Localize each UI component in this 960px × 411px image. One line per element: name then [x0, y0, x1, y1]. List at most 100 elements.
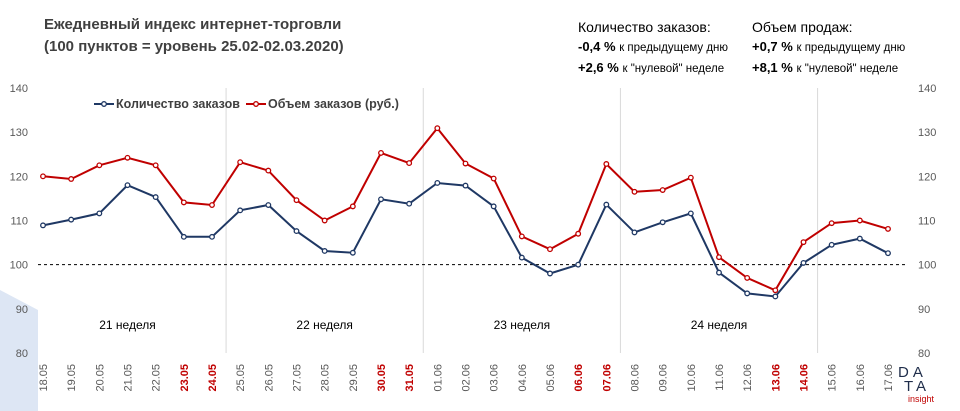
x-tick-label: 14.06	[799, 364, 811, 392]
data-point	[265, 202, 272, 208]
x-tick-label: 17.06	[883, 364, 895, 392]
x-tick-label: 27.05	[292, 364, 304, 392]
x-tick-label: 25.05	[235, 364, 247, 392]
y-tick-label-left: 140	[10, 83, 28, 95]
x-tick-label: 16.06	[855, 364, 867, 392]
data-point	[378, 196, 384, 203]
data-point	[575, 230, 582, 237]
data-point	[716, 269, 722, 276]
data-point	[490, 175, 497, 182]
x-tick-label: 26.05	[263, 364, 275, 392]
data-point	[772, 287, 779, 294]
orders-stat-value: +2,6 %	[578, 60, 619, 75]
y-tick-label-right: 100	[918, 260, 936, 272]
y-tick-label-left: 120	[10, 171, 28, 183]
week-label: 24 неделя	[691, 318, 748, 332]
corner-decoration	[0, 290, 38, 411]
data-point	[68, 176, 75, 182]
orders-stat-suffix: к "нулевой" неделе	[622, 63, 725, 75]
data-point	[885, 250, 891, 257]
x-tick-label: 28.05	[320, 364, 332, 392]
legend-swatch-marker	[101, 101, 107, 107]
x-tick-label: 23.05	[179, 364, 191, 392]
x-tick-label: 19.05	[66, 364, 78, 392]
x-tick-label: 04.06	[517, 364, 529, 392]
legend-entry: Объем заказов (руб.)	[268, 97, 399, 111]
data-point	[462, 160, 469, 167]
data-point	[800, 239, 807, 246]
y-tick-label-left: 90	[16, 304, 28, 316]
y-tick-label-right: 140	[918, 83, 936, 95]
data-point	[406, 160, 413, 167]
x-tick-label: 02.06	[461, 364, 473, 392]
legend: Количество заказов Объем заказов (руб.)	[94, 97, 399, 111]
week-separators	[38, 88, 908, 353]
x-tick-label: 18.05	[38, 364, 50, 392]
data-insight-logo: DA TA insight	[898, 365, 935, 404]
x-tick-label: 03.06	[489, 364, 501, 392]
data-point	[180, 199, 187, 206]
x-tick-label: 05.06	[545, 364, 557, 392]
y-tick-label-left: 100	[10, 260, 28, 272]
data-point	[152, 162, 159, 169]
data-point	[547, 246, 553, 253]
series-line	[42, 181, 889, 298]
data-point	[659, 219, 666, 226]
x-tick-label: 29.05	[348, 364, 360, 392]
data-point	[856, 235, 863, 242]
sales-stat-suffix: к предыдущему дню	[796, 42, 906, 54]
data-point	[800, 259, 807, 266]
data-point	[378, 149, 384, 156]
chart-title-line1: Ежедневный индекс интернет-торговли	[44, 16, 342, 33]
data-point	[293, 197, 300, 204]
sales-stat-value: +0,7 %	[752, 39, 793, 54]
series-orders	[40, 180, 891, 300]
data-point	[772, 293, 779, 300]
x-tick-label: 21.05	[123, 364, 135, 392]
data-point	[885, 225, 891, 232]
data-point	[96, 210, 103, 217]
x-tick-label: 12.06	[742, 364, 754, 392]
x-tick-label: 10.06	[686, 364, 698, 392]
sales-stats: Объем продаж: +0,7 % к предыдущему дню +…	[752, 18, 905, 79]
x-axis-ticks: 18.05 19.05 20.05 21.05 22.05 23.05 24.05 25.05…	[38, 364, 895, 392]
x-tick-label: 13.06	[770, 364, 782, 392]
data-point	[856, 217, 863, 224]
orders-stats-row: -0,4 % к предыдущему дню	[578, 37, 728, 58]
chart-title: Ежедневный индекс интернет-торговли (100…	[44, 14, 344, 58]
data-point	[124, 154, 131, 161]
y-tick-label-left: 80	[16, 348, 28, 360]
y-tick-label-left: 110	[10, 216, 28, 228]
data-point	[406, 200, 413, 207]
x-tick-label: 24.05	[207, 364, 219, 392]
logo-line3: insight	[908, 394, 935, 404]
data-point	[575, 261, 582, 268]
orders-stats: Количество заказов: -0,4 % к предыдущему…	[578, 18, 728, 79]
data-point	[828, 241, 835, 248]
x-tick-label: 06.06	[573, 364, 585, 392]
week-labels: 21 неделя 22 неделя 23 неделя 24 неделя	[99, 318, 747, 332]
data-point	[68, 216, 75, 223]
data-series	[40, 125, 891, 300]
legend-swatch-marker	[253, 101, 259, 107]
x-tick-label: 09.06	[658, 364, 670, 392]
data-point	[687, 174, 694, 181]
data-point	[265, 167, 272, 174]
orders-stats-heading: Количество заказов:	[578, 19, 711, 35]
sales-stats-row: +8,1 % к "нулевой" неделе	[752, 58, 905, 79]
orders-stat-suffix: к предыдущему дню	[619, 42, 729, 54]
data-point	[434, 125, 441, 132]
orders-stats-row: +2,6 % к "нулевой" неделе	[578, 58, 728, 79]
week-label: 23 неделя	[494, 318, 551, 332]
data-point	[124, 182, 131, 189]
data-point	[659, 187, 666, 193]
week-label: 21 неделя	[99, 318, 156, 332]
data-point	[209, 202, 215, 208]
x-tick-label: 07.06	[601, 364, 613, 392]
data-point	[631, 229, 638, 236]
data-point	[96, 162, 103, 169]
sales-stats-row: +0,7 % к предыдущему дню	[752, 37, 905, 58]
data-point	[293, 228, 300, 235]
data-point	[321, 217, 328, 224]
